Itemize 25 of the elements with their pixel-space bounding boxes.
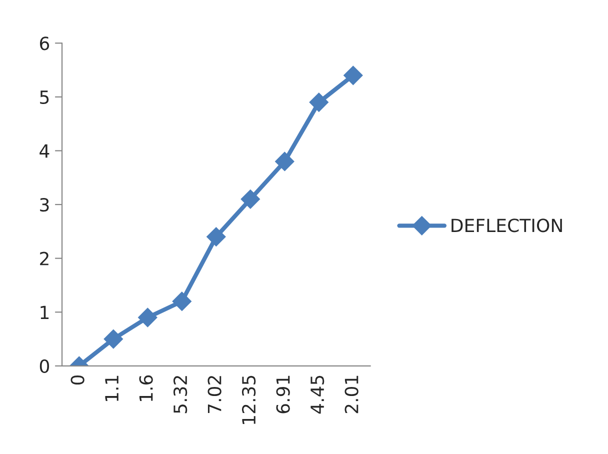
x-tick-label: 2.01 <box>344 376 358 414</box>
point <box>275 152 294 172</box>
point <box>206 227 226 246</box>
x-tick-label: 4.45 <box>310 376 324 414</box>
x-tick-label: 1.1 <box>105 376 118 401</box>
y-tick-label: 2 <box>40 252 48 266</box>
point <box>344 66 363 85</box>
x-tick-label: 7.02 <box>208 376 222 413</box>
x-tick-label: 6.91 <box>276 376 290 414</box>
point <box>309 92 328 112</box>
point <box>138 308 158 328</box>
y-tick-label: 0 <box>40 359 50 374</box>
legend-label: DEFLECTION <box>452 218 562 232</box>
x-tick-label: 5.32 <box>173 376 188 414</box>
y-tick-label: 4 <box>40 144 50 158</box>
x-tick-label: 0 <box>70 375 84 385</box>
y-tick-label: 1 <box>40 306 49 319</box>
x-tick-label: 12.35 <box>242 376 256 424</box>
y-tick-label: 6 <box>40 36 50 50</box>
y-tick-label: 3 <box>40 198 49 212</box>
point <box>172 292 192 311</box>
point <box>104 329 123 349</box>
point <box>240 190 260 209</box>
x-tick-label: 1.6 <box>139 375 153 401</box>
y-tick-label: 5 <box>40 90 49 104</box>
